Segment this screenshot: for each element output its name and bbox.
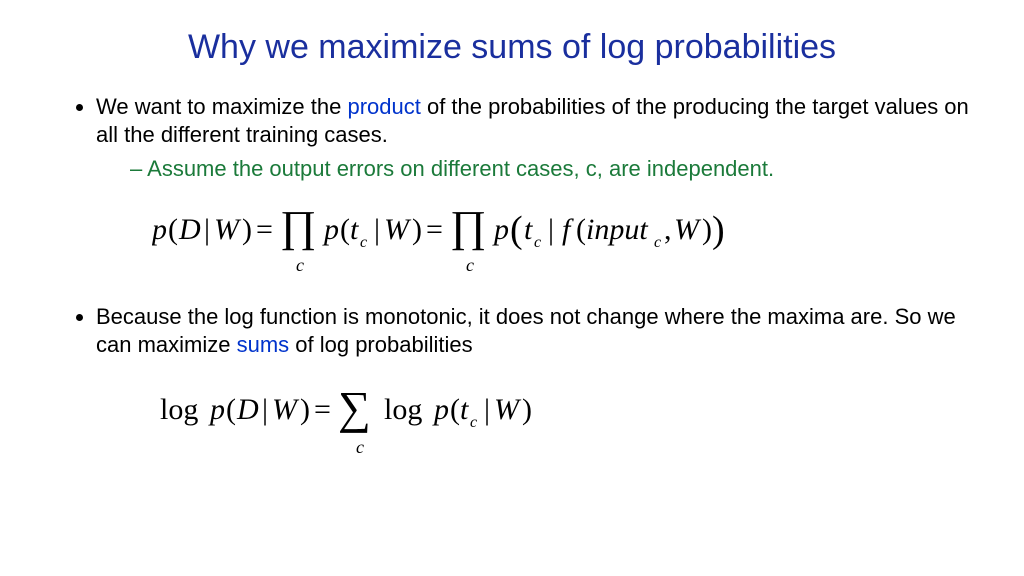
svg-text:=: = — [314, 393, 331, 426]
svg-text:W: W — [674, 213, 702, 246]
svg-text:W: W — [494, 393, 522, 426]
svg-text:): ) — [702, 213, 712, 246]
equation-1: p ( D | W ) = ∏ c p ( t c | W ) = — [50, 197, 974, 284]
svg-text:c: c — [360, 234, 367, 251]
svg-text:D: D — [178, 213, 201, 246]
svg-text:): ) — [300, 393, 310, 426]
svg-text:(: ( — [450, 393, 460, 426]
svg-text:W: W — [272, 393, 300, 426]
svg-text:t: t — [524, 213, 533, 246]
svg-text:c: c — [470, 414, 477, 431]
bullet-1-pre: We want to maximize the — [96, 94, 347, 119]
svg-text:log: log — [160, 393, 198, 426]
svg-text:c: c — [356, 437, 364, 457]
bullet-2-pre: Because the log function is monotonic, i… — [96, 304, 956, 357]
bullet-2-post: of log probabilities — [289, 332, 472, 357]
svg-text:(: ( — [510, 209, 523, 251]
sub-bullet-1: Assume the output errors on different ca… — [130, 155, 974, 183]
svg-text:W: W — [214, 213, 242, 246]
slide-title: Why we maximize sums of log probabilitie… — [50, 28, 974, 67]
svg-text:|: | — [484, 393, 490, 426]
svg-text:): ) — [242, 213, 252, 246]
bullet-1-hl: product — [347, 94, 420, 119]
svg-text:∑: ∑ — [338, 382, 371, 433]
svg-text:): ) — [412, 213, 422, 246]
svg-text:(: ( — [576, 213, 586, 246]
svg-text:|: | — [374, 213, 380, 246]
svg-text:p: p — [432, 393, 449, 426]
svg-text:|: | — [204, 213, 210, 246]
bullet-2-hl: sums — [237, 332, 290, 357]
svg-text:D: D — [236, 393, 259, 426]
svg-text:(: ( — [340, 213, 350, 246]
svg-text:(: ( — [226, 393, 236, 426]
svg-text:p: p — [322, 213, 339, 246]
svg-text:): ) — [712, 209, 725, 251]
svg-text:c: c — [654, 234, 661, 251]
svg-text:p: p — [208, 393, 225, 426]
svg-text:(: ( — [168, 213, 178, 246]
svg-text:c: c — [466, 255, 474, 275]
svg-text:=: = — [426, 213, 443, 246]
svg-text:c: c — [534, 234, 541, 251]
svg-text:c: c — [296, 255, 304, 275]
svg-text:): ) — [522, 393, 532, 426]
svg-text:f: f — [562, 213, 574, 246]
svg-text:W: W — [384, 213, 412, 246]
svg-text:=: = — [256, 213, 273, 246]
svg-text:input: input — [586, 213, 648, 246]
svg-text:t: t — [460, 393, 469, 426]
svg-text:|: | — [262, 393, 268, 426]
bullet-1: We want to maximize the product of the p… — [96, 93, 974, 183]
svg-text:t: t — [350, 213, 359, 246]
svg-text:∏: ∏ — [280, 202, 316, 251]
equation-2: log p ( D | W ) = ∑ c log p ( t c | W — [50, 377, 974, 464]
svg-text:,: , — [664, 213, 672, 246]
svg-text:∏: ∏ — [450, 202, 486, 251]
svg-text:|: | — [548, 213, 554, 246]
svg-text:p: p — [492, 213, 509, 246]
svg-text:log: log — [384, 393, 422, 426]
svg-text:p: p — [152, 213, 167, 246]
bullet-2: Because the log function is monotonic, i… — [96, 303, 974, 359]
